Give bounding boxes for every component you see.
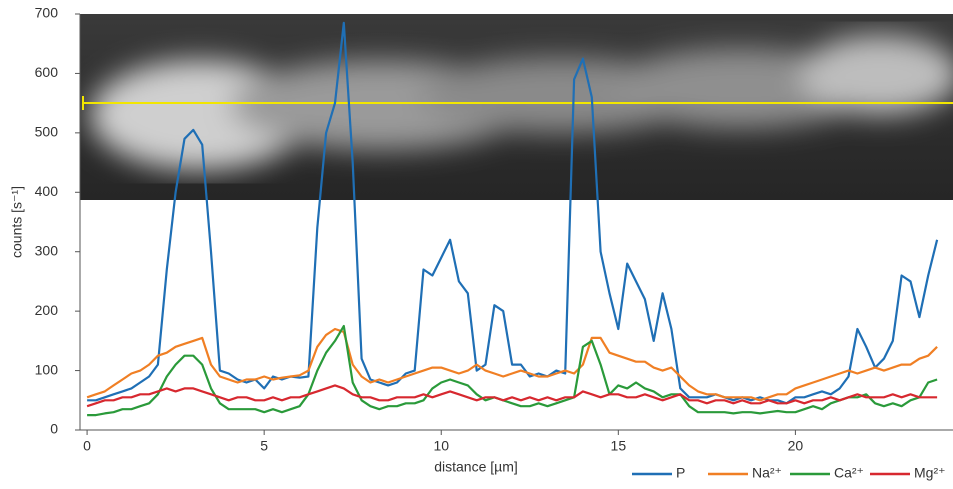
y-tick-label: 300 [35,242,59,258]
y-tick-label: 500 [35,124,59,140]
legend-label: Ca²⁺ [834,465,864,481]
y-tick-label: 200 [35,302,59,318]
legend-label: Mg²⁺ [914,465,946,481]
x-tick-label: 15 [611,438,627,454]
micrograph [80,14,953,200]
y-tick-label: 700 [35,5,59,21]
legend-label: Na²⁺ [752,465,782,481]
y-tick-label: 600 [35,64,59,80]
legend-label: P [676,465,685,481]
x-tick-label: 20 [788,438,804,454]
x-tick-label: 5 [260,438,268,454]
y-axis-title: counts [s⁻¹] [9,186,25,258]
series-line [86,327,938,402]
y-tick-label: 0 [50,421,58,437]
series-line [87,324,938,417]
x-axis-title: distance [µm] [434,459,518,475]
series-line [87,21,939,405]
x-tick-label: 10 [433,438,449,454]
y-tick-label: 100 [35,361,59,377]
y-tick-label: 400 [35,183,59,199]
series-line [86,384,938,408]
x-tick-label: 0 [83,438,91,454]
